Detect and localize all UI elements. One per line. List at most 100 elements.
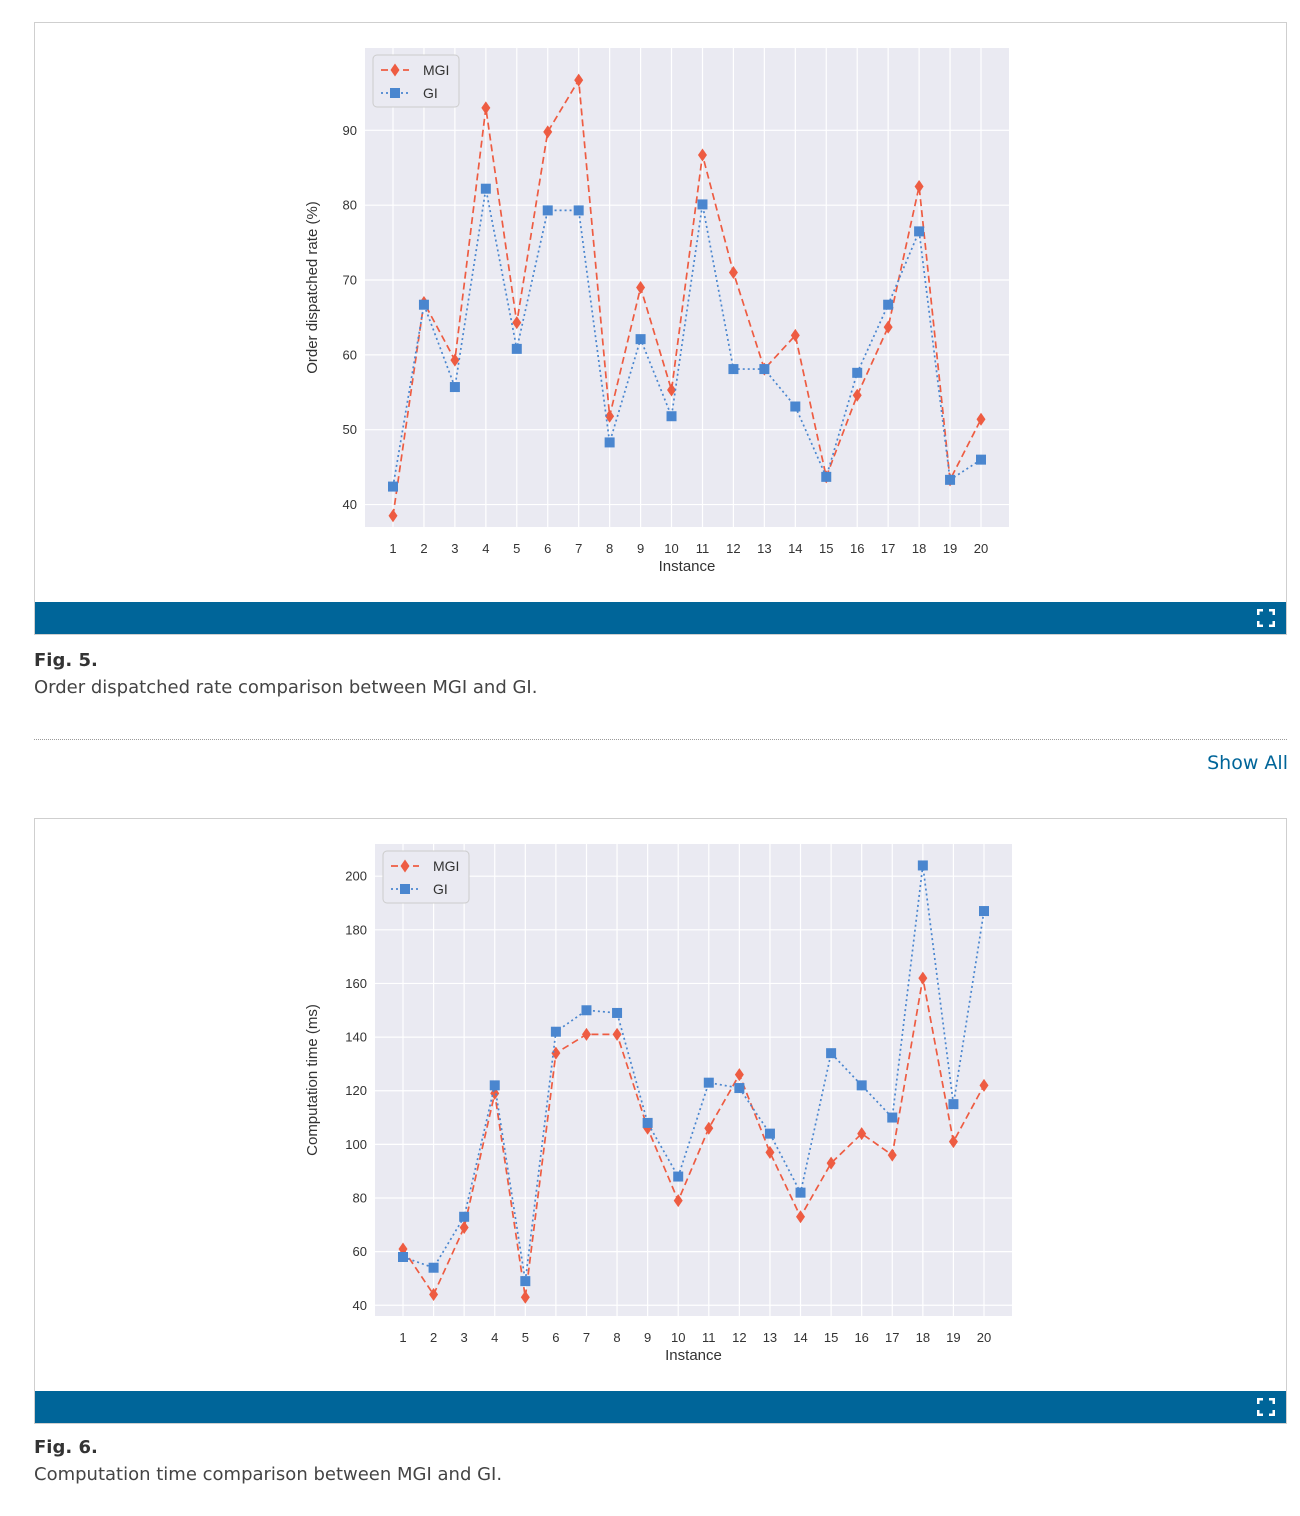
- y-tick-label: 70: [343, 273, 357, 288]
- data-point-mgi: [704, 1121, 714, 1135]
- legend-label: MGI: [433, 858, 459, 874]
- data-point-mgi: [612, 1027, 622, 1041]
- x-tick-label: 12: [732, 1330, 746, 1345]
- x-tick-label: 2: [420, 541, 427, 556]
- plot-area: [365, 48, 1009, 527]
- data-point-gi: [728, 364, 739, 375]
- section-divider: [34, 739, 1287, 740]
- data-point-gi: [673, 1171, 684, 1182]
- data-point-gi: [697, 199, 708, 210]
- data-point-gi: [790, 401, 801, 412]
- data-point-mgi: [883, 320, 893, 334]
- y-axis-label: Order dispatched rate (%): [304, 201, 321, 374]
- y-tick-label: 60: [353, 1244, 367, 1259]
- y-axis-label: Computation time (ms): [304, 1004, 321, 1156]
- data-point-gi: [821, 471, 832, 482]
- y-tick-label: 80: [353, 1191, 367, 1206]
- x-tick-label: 10: [671, 1330, 685, 1345]
- x-axis-label: Instance: [665, 1347, 722, 1364]
- y-tick-label: 120: [345, 1083, 367, 1098]
- data-point-mgi: [581, 1027, 591, 1041]
- x-tick-label: 16: [854, 1330, 868, 1345]
- data-point-mgi: [543, 125, 553, 139]
- data-point-mgi: [512, 316, 522, 330]
- data-point-gi: [612, 1007, 623, 1018]
- data-point-gi: [489, 1080, 500, 1091]
- x-tick-label: 8: [613, 1330, 620, 1345]
- data-point-gi: [398, 1252, 408, 1262]
- data-point-gi: [449, 382, 460, 393]
- data-point-gi: [480, 183, 491, 194]
- x-tick-label: 19: [943, 541, 957, 556]
- x-tick-label: 17: [885, 1330, 899, 1345]
- data-point-mgi: [636, 281, 646, 294]
- legend-label: GI: [433, 881, 448, 897]
- x-tick-label: 7: [583, 1330, 590, 1345]
- series-gi: [388, 183, 986, 492]
- data-point-mgi: [918, 971, 928, 985]
- data-point-mgi: [734, 1068, 744, 1082]
- data-point-gi: [550, 1026, 561, 1037]
- x-tick-label: 18: [916, 1330, 930, 1345]
- x-tick-label: 6: [544, 541, 551, 556]
- x-tick-label: 11: [696, 541, 710, 556]
- x-tick-label: 16: [850, 541, 864, 556]
- x-tick-label: 2: [430, 1330, 437, 1345]
- data-point-mgi: [481, 101, 491, 115]
- x-tick-label: 19: [946, 1330, 960, 1345]
- legend: MGI GI: [372, 54, 460, 108]
- data-point-gi: [511, 343, 522, 354]
- x-tick-label: 18: [912, 541, 926, 556]
- series-line-mgi: [392, 77, 982, 516]
- y-tick-label: 90: [343, 123, 357, 138]
- x-tick-label: 7: [575, 541, 582, 556]
- series-line-gi: [392, 188, 982, 487]
- x-tick-label: 17: [881, 541, 895, 556]
- legend-label: GI: [423, 85, 438, 101]
- y-tick-label: 140: [345, 1030, 367, 1045]
- data-point-gi: [635, 334, 646, 345]
- data-point-mgi: [574, 73, 584, 87]
- data-point-gi: [887, 1112, 898, 1123]
- x-tick-label: 14: [793, 1330, 807, 1345]
- y-tick-label: 180: [345, 922, 367, 937]
- data-point-gi: [883, 299, 894, 310]
- show-all-link[interactable]: Show All: [1207, 752, 1288, 774]
- data-point-mgi: [429, 1288, 439, 1302]
- figure-5-caption: Order dispatched rate comparison between…: [34, 677, 538, 698]
- expand-icon[interactable]: [1257, 1398, 1275, 1416]
- series-gi: [398, 860, 989, 1287]
- data-point-mgi: [673, 1194, 683, 1208]
- legend-marker: [400, 859, 410, 873]
- data-point-gi: [852, 367, 863, 378]
- data-point-gi: [388, 481, 398, 492]
- x-tick-label: 15: [824, 1330, 838, 1345]
- data-point-gi: [703, 1077, 714, 1088]
- x-tick-label: 20: [974, 541, 988, 556]
- data-point-gi: [642, 1117, 653, 1128]
- legend-marker: [390, 63, 400, 77]
- expand-icon[interactable]: [1257, 609, 1275, 627]
- data-point-gi: [917, 860, 928, 871]
- y-tick-label: 40: [343, 497, 357, 512]
- data-point-mgi: [728, 266, 738, 280]
- data-point-gi: [604, 437, 615, 448]
- data-point-gi: [542, 205, 553, 216]
- data-point-mgi: [979, 1078, 989, 1092]
- data-point-gi: [914, 226, 925, 237]
- x-tick-label: 12: [726, 541, 740, 556]
- x-tick-label: 8: [606, 541, 613, 556]
- data-point-gi: [581, 1005, 592, 1016]
- figure-5-label: Fig. 5.: [34, 650, 98, 671]
- data-point-gi: [979, 906, 989, 917]
- y-tick-label: 50: [343, 422, 357, 437]
- x-axis-label: Instance: [659, 558, 716, 575]
- data-point-gi: [418, 299, 429, 310]
- x-tick-label: 5: [522, 1330, 529, 1345]
- x-tick-label: 9: [637, 541, 644, 556]
- data-point-gi: [666, 411, 677, 422]
- x-tick-label: 4: [482, 541, 489, 556]
- data-point-gi: [856, 1080, 867, 1091]
